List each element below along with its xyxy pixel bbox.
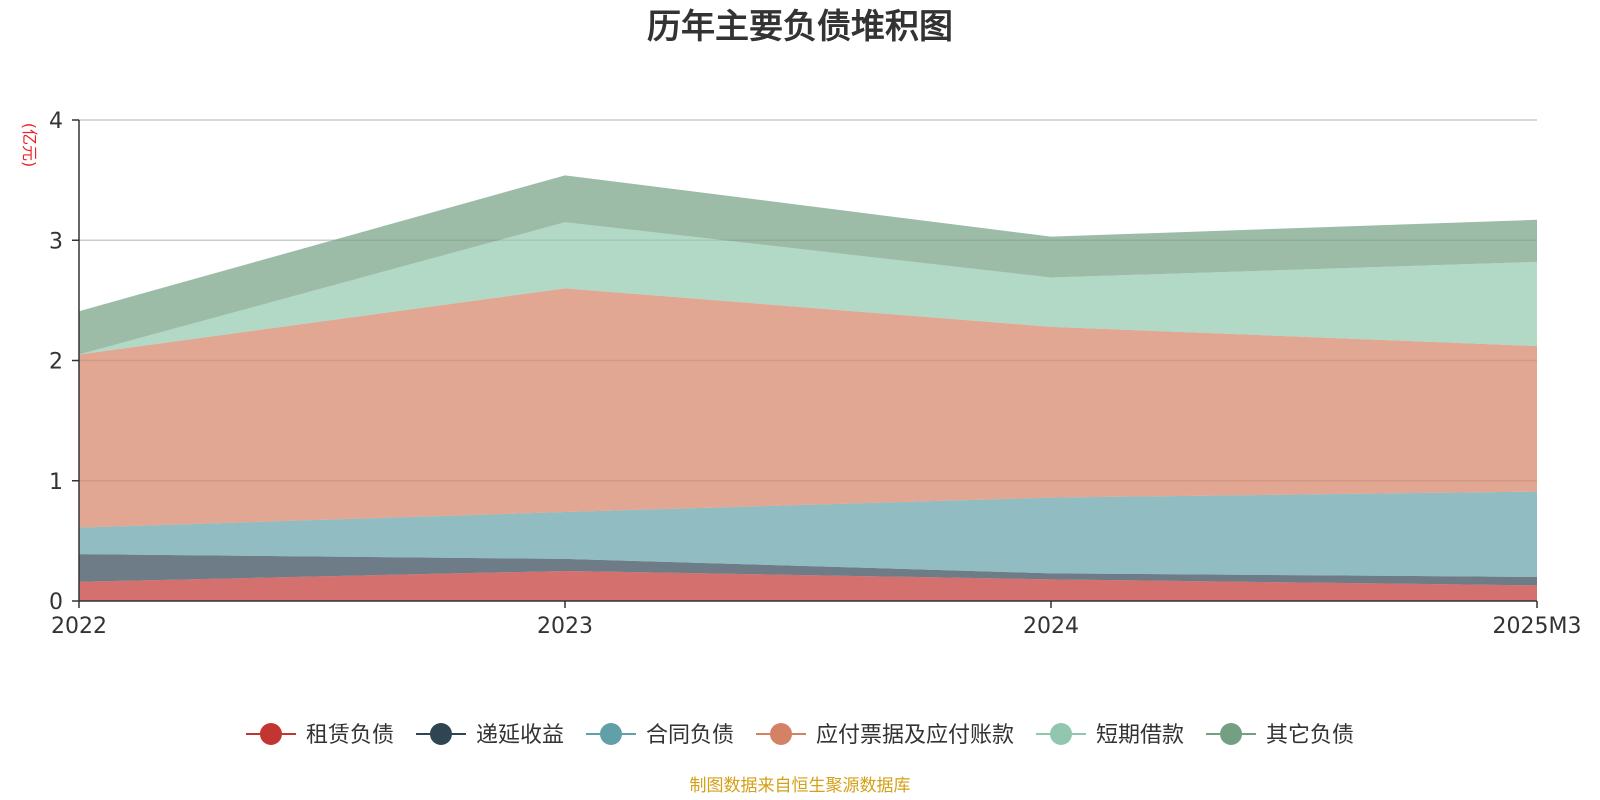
legend-item-5[interactable]: 短期借款 [1036, 723, 1184, 748]
y-axis-unit-label: (亿元) [20, 123, 39, 168]
legend-label: 合同负债 [646, 723, 734, 748]
legend-label: 短期借款 [1096, 723, 1184, 748]
legend-dot-marker [259, 723, 282, 745]
legend-dot-marker [429, 723, 452, 745]
legend-dot-marker [1220, 723, 1243, 745]
area-series-6 [79, 175, 1537, 355]
area-series-2 [79, 554, 1537, 586]
legend-item-4[interactable]: 应付票据及应付账款 [756, 723, 1014, 748]
y-tick-label: 0 [49, 590, 63, 615]
area-series-3 [79, 491, 1537, 577]
legend-item-1[interactable]: 租赁负债 [245, 723, 394, 748]
legend-label: 其它负债 [1266, 723, 1354, 748]
legend-dot-marker [770, 723, 792, 745]
chart-title: 历年主要负债堆积图 [647, 7, 953, 47]
area-series-4 [79, 288, 1537, 528]
legend-label: 递延收益 [476, 723, 564, 748]
legend-dot-marker [1050, 723, 1073, 745]
legend-item-6[interactable]: 其它负债 [1206, 723, 1354, 748]
data-source-note: 制图数据来自恒生聚源数据库 [690, 776, 911, 796]
area-series-group [79, 175, 1537, 601]
legend-item-2[interactable]: 递延收益 [415, 723, 564, 748]
x-tick-label: 2023 [537, 614, 593, 639]
y-tick-label: 1 [49, 470, 63, 495]
legend-item-3[interactable]: 合同负债 [585, 723, 734, 748]
y-tick-label: 2 [49, 350, 63, 375]
x-tick-label: 2024 [1023, 614, 1079, 639]
legend-label: 租赁负债 [306, 723, 394, 748]
y-tick-label: 4 [49, 109, 63, 134]
legend-dot-marker [599, 723, 622, 745]
legend: 租赁负债 递延收益 合同负债 应付票据及应付账款 短期借款 其它负债 [245, 723, 1354, 748]
axes: 0 1 2 3 4 2022 2023 2024 2025M3 [49, 109, 1581, 639]
legend-label: 应付票据及应付账款 [816, 723, 1014, 748]
area-series-1 [79, 570, 1537, 601]
area-series-5 [79, 222, 1537, 355]
y-tick-label: 3 [49, 229, 63, 254]
x-tick-label: 2025M3 [1493, 614, 1582, 639]
x-tick-label: 2022 [51, 614, 107, 639]
